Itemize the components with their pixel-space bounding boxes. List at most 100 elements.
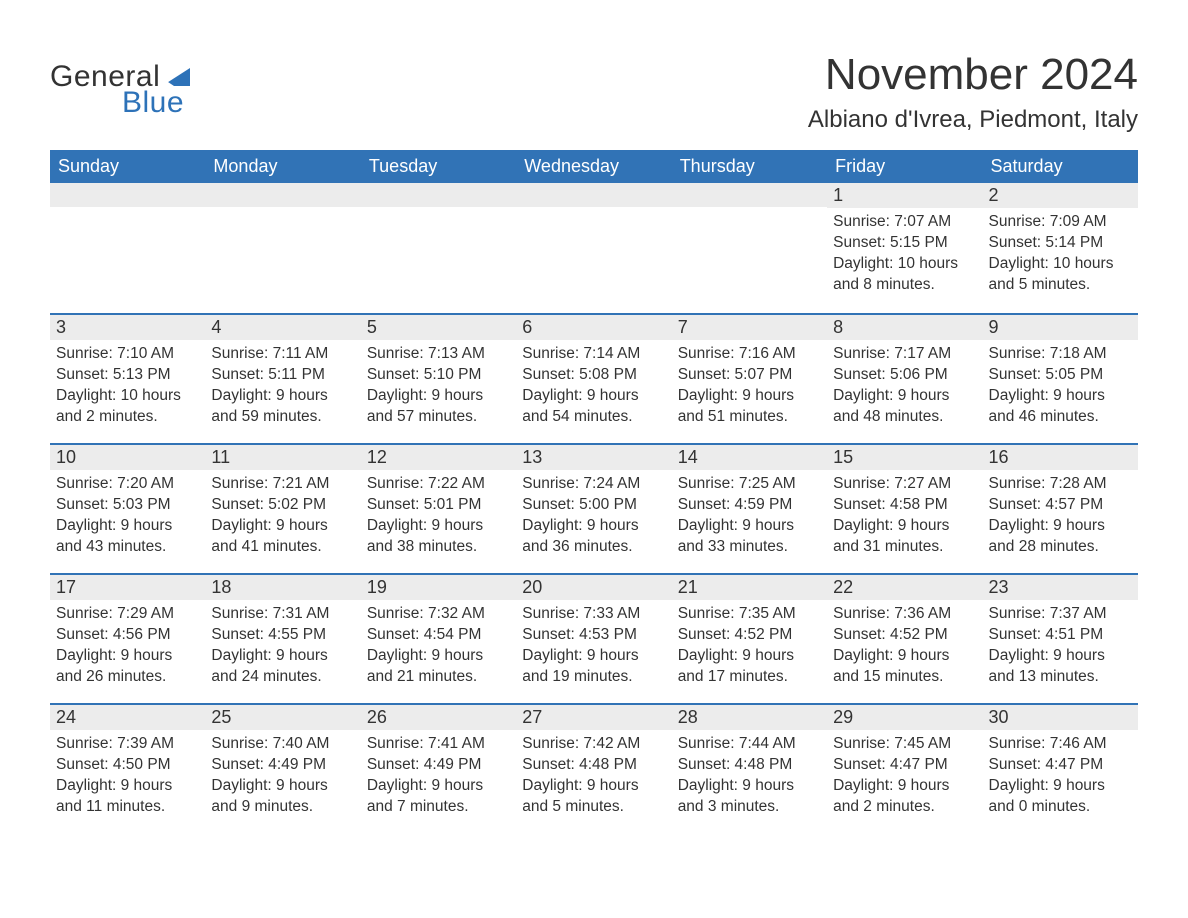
- calendar-cell: 16Sunrise: 7:28 AMSunset: 4:57 PMDayligh…: [983, 443, 1138, 573]
- day-body: Sunrise: 7:45 AMSunset: 4:47 PMDaylight:…: [827, 730, 982, 822]
- sunrise-line: Sunrise: 7:46 AM: [989, 734, 1132, 755]
- calendar-cell: 19Sunrise: 7:32 AMSunset: 4:54 PMDayligh…: [361, 573, 516, 703]
- day-number: 26: [361, 703, 516, 730]
- sunset-line: Sunset: 4:58 PM: [833, 495, 976, 516]
- daylight-line: Daylight: 9 hours and 28 minutes.: [989, 516, 1132, 558]
- daylight-line: Daylight: 9 hours and 24 minutes.: [211, 646, 354, 688]
- sunset-line: Sunset: 4:59 PM: [678, 495, 821, 516]
- daylight-line: Daylight: 9 hours and 5 minutes.: [522, 776, 665, 818]
- weekday-header: Saturday: [983, 150, 1138, 183]
- day-number: 14: [672, 443, 827, 470]
- day-number: 9: [983, 313, 1138, 340]
- calendar-week-row: 24Sunrise: 7:39 AMSunset: 4:50 PMDayligh…: [50, 703, 1138, 833]
- day-body: Sunrise: 7:46 AMSunset: 4:47 PMDaylight:…: [983, 730, 1138, 822]
- calendar-cell: 25Sunrise: 7:40 AMSunset: 4:49 PMDayligh…: [205, 703, 360, 833]
- daylight-line: Daylight: 9 hours and 41 minutes.: [211, 516, 354, 558]
- sunset-line: Sunset: 4:47 PM: [989, 755, 1132, 776]
- sunrise-line: Sunrise: 7:35 AM: [678, 604, 821, 625]
- day-number: 28: [672, 703, 827, 730]
- calendar-cell: 15Sunrise: 7:27 AMSunset: 4:58 PMDayligh…: [827, 443, 982, 573]
- day-body: Sunrise: 7:13 AMSunset: 5:10 PMDaylight:…: [361, 340, 516, 432]
- daylight-line: Daylight: 9 hours and 7 minutes.: [367, 776, 510, 818]
- sunrise-line: Sunrise: 7:40 AM: [211, 734, 354, 755]
- calendar-cell: 12Sunrise: 7:22 AMSunset: 5:01 PMDayligh…: [361, 443, 516, 573]
- sunset-line: Sunset: 5:01 PM: [367, 495, 510, 516]
- calendar-cell: 21Sunrise: 7:35 AMSunset: 4:52 PMDayligh…: [672, 573, 827, 703]
- day-number: 6: [516, 313, 671, 340]
- day-body: Sunrise: 7:14 AMSunset: 5:08 PMDaylight:…: [516, 340, 671, 432]
- calendar-cell: 8Sunrise: 7:17 AMSunset: 5:06 PMDaylight…: [827, 313, 982, 443]
- sunrise-line: Sunrise: 7:14 AM: [522, 344, 665, 365]
- calendar-cell: 14Sunrise: 7:25 AMSunset: 4:59 PMDayligh…: [672, 443, 827, 573]
- sunset-line: Sunset: 4:57 PM: [989, 495, 1132, 516]
- daylight-line: Daylight: 10 hours and 2 minutes.: [56, 386, 199, 428]
- sunset-line: Sunset: 5:03 PM: [56, 495, 199, 516]
- calendar-week-row: 3Sunrise: 7:10 AMSunset: 5:13 PMDaylight…: [50, 313, 1138, 443]
- weekday-header: Tuesday: [361, 150, 516, 183]
- sunset-line: Sunset: 5:06 PM: [833, 365, 976, 386]
- daylight-line: Daylight: 9 hours and 57 minutes.: [367, 386, 510, 428]
- day-body: Sunrise: 7:31 AMSunset: 4:55 PMDaylight:…: [205, 600, 360, 692]
- daylight-line: Daylight: 9 hours and 31 minutes.: [833, 516, 976, 558]
- day-body: Sunrise: 7:17 AMSunset: 5:06 PMDaylight:…: [827, 340, 982, 432]
- day-number: 8: [827, 313, 982, 340]
- day-number: 7: [672, 313, 827, 340]
- location-subtitle: Albiano d'Ivrea, Piedmont, Italy: [808, 106, 1138, 134]
- sunset-line: Sunset: 5:10 PM: [367, 365, 510, 386]
- header-row: General Blue November 2024 Albiano d'Ivr…: [50, 40, 1138, 146]
- day-number: 23: [983, 573, 1138, 600]
- day-number: 4: [205, 313, 360, 340]
- day-body: Sunrise: 7:32 AMSunset: 4:54 PMDaylight:…: [361, 600, 516, 692]
- calendar-cell: 29Sunrise: 7:45 AMSunset: 4:47 PMDayligh…: [827, 703, 982, 833]
- daylight-line: Daylight: 9 hours and 19 minutes.: [522, 646, 665, 688]
- day-number: 2: [983, 183, 1138, 208]
- calendar-cell: 23Sunrise: 7:37 AMSunset: 4:51 PMDayligh…: [983, 573, 1138, 703]
- sunrise-line: Sunrise: 7:13 AM: [367, 344, 510, 365]
- day-number: 16: [983, 443, 1138, 470]
- day-body: Sunrise: 7:36 AMSunset: 4:52 PMDaylight:…: [827, 600, 982, 692]
- sunrise-line: Sunrise: 7:24 AM: [522, 474, 665, 495]
- day-body: Sunrise: 7:41 AMSunset: 4:49 PMDaylight:…: [361, 730, 516, 822]
- calendar-cell: [50, 183, 205, 313]
- calendar-tbody: 1Sunrise: 7:07 AMSunset: 5:15 PMDaylight…: [50, 183, 1138, 833]
- sunset-line: Sunset: 4:49 PM: [211, 755, 354, 776]
- day-body: Sunrise: 7:40 AMSunset: 4:49 PMDaylight:…: [205, 730, 360, 822]
- daylight-line: Daylight: 9 hours and 2 minutes.: [833, 776, 976, 818]
- day-body: Sunrise: 7:24 AMSunset: 5:00 PMDaylight:…: [516, 470, 671, 562]
- day-body: Sunrise: 7:21 AMSunset: 5:02 PMDaylight:…: [205, 470, 360, 562]
- day-number: 20: [516, 573, 671, 600]
- sunset-line: Sunset: 5:05 PM: [989, 365, 1132, 386]
- day-body: Sunrise: 7:11 AMSunset: 5:11 PMDaylight:…: [205, 340, 360, 432]
- day-body: Sunrise: 7:25 AMSunset: 4:59 PMDaylight:…: [672, 470, 827, 562]
- sunrise-line: Sunrise: 7:44 AM: [678, 734, 821, 755]
- sunset-line: Sunset: 4:48 PM: [678, 755, 821, 776]
- sunrise-line: Sunrise: 7:36 AM: [833, 604, 976, 625]
- weekday-header: Sunday: [50, 150, 205, 183]
- daylight-line: Daylight: 9 hours and 48 minutes.: [833, 386, 976, 428]
- calendar-cell: [672, 183, 827, 313]
- sunset-line: Sunset: 5:15 PM: [833, 233, 976, 254]
- calendar-cell: 7Sunrise: 7:16 AMSunset: 5:07 PMDaylight…: [672, 313, 827, 443]
- sunrise-line: Sunrise: 7:25 AM: [678, 474, 821, 495]
- day-number: 15: [827, 443, 982, 470]
- sunset-line: Sunset: 4:47 PM: [833, 755, 976, 776]
- calendar-week-row: 1Sunrise: 7:07 AMSunset: 5:15 PMDaylight…: [50, 183, 1138, 313]
- calendar-cell: 2Sunrise: 7:09 AMSunset: 5:14 PMDaylight…: [983, 183, 1138, 313]
- calendar-cell: 24Sunrise: 7:39 AMSunset: 4:50 PMDayligh…: [50, 703, 205, 833]
- calendar-cell: 27Sunrise: 7:42 AMSunset: 4:48 PMDayligh…: [516, 703, 671, 833]
- sunset-line: Sunset: 5:00 PM: [522, 495, 665, 516]
- day-number: 29: [827, 703, 982, 730]
- sunset-line: Sunset: 4:55 PM: [211, 625, 354, 646]
- calendar-cell: 18Sunrise: 7:31 AMSunset: 4:55 PMDayligh…: [205, 573, 360, 703]
- day-body: Sunrise: 7:44 AMSunset: 4:48 PMDaylight:…: [672, 730, 827, 822]
- day-number: 12: [361, 443, 516, 470]
- weekday-header: Monday: [205, 150, 360, 183]
- calendar-table: Sunday Monday Tuesday Wednesday Thursday…: [50, 150, 1138, 833]
- calendar-cell: 10Sunrise: 7:20 AMSunset: 5:03 PMDayligh…: [50, 443, 205, 573]
- day-body: Sunrise: 7:27 AMSunset: 4:58 PMDaylight:…: [827, 470, 982, 562]
- day-number-empty: [672, 183, 827, 207]
- daylight-line: Daylight: 9 hours and 51 minutes.: [678, 386, 821, 428]
- calendar-week-row: 17Sunrise: 7:29 AMSunset: 4:56 PMDayligh…: [50, 573, 1138, 703]
- day-body: Sunrise: 7:39 AMSunset: 4:50 PMDaylight:…: [50, 730, 205, 822]
- calendar-cell: 20Sunrise: 7:33 AMSunset: 4:53 PMDayligh…: [516, 573, 671, 703]
